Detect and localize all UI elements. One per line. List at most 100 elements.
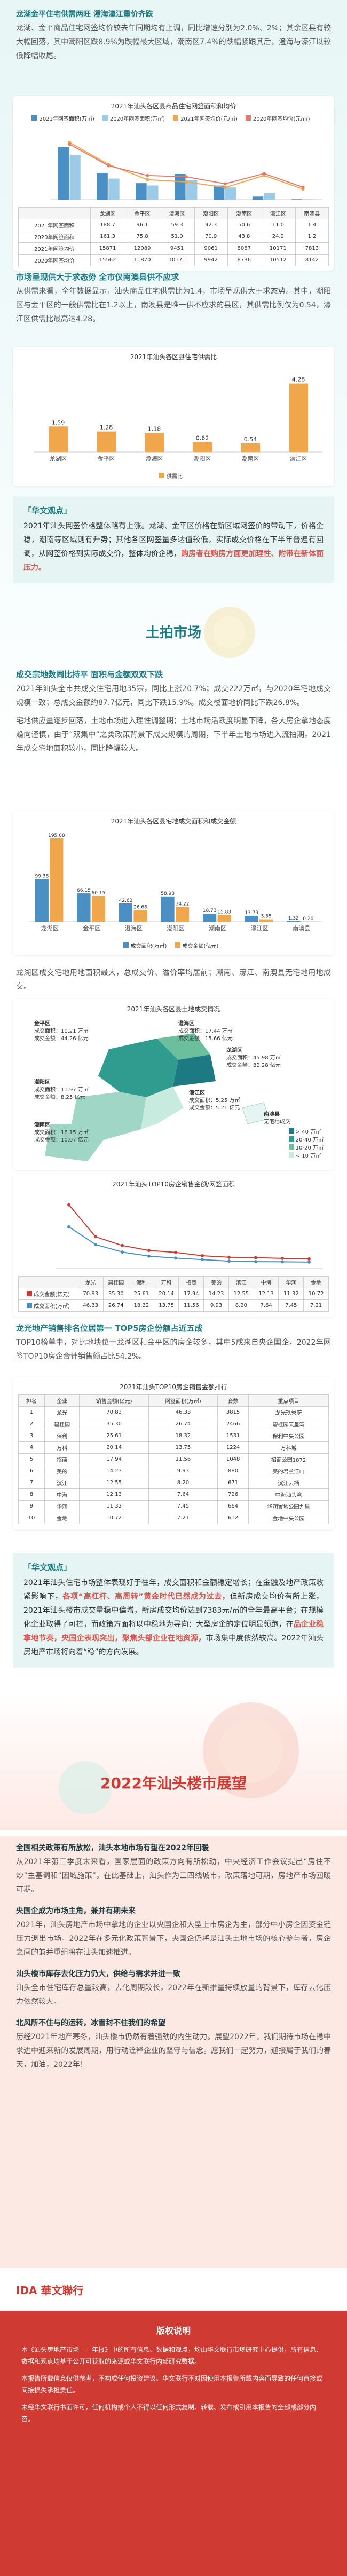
table-cell: 招商公园1872 — [248, 1453, 329, 1465]
category-header: 华润 — [278, 1276, 304, 1288]
table-row: 2 碧桂园 35.30 26.74 2466 碧桂园天玺湾 — [18, 1418, 329, 1430]
table-header-cell: 企业 — [44, 1394, 80, 1407]
table-cell: 51.0 — [159, 231, 195, 243]
map-label-line: 成交面积：10.21 万㎡ — [34, 1028, 89, 1034]
tick-label: 金平区 — [98, 455, 115, 462]
category-header: 金地 — [303, 1276, 329, 1288]
legend-item: 2021年网签均价(元/㎡) — [173, 114, 238, 122]
table-cell: 华润 — [44, 1500, 80, 1512]
map-label-name: 濠江区 — [189, 1090, 205, 1096]
table-cell: 11.32 — [278, 1288, 304, 1300]
table-cell: 11.0 — [260, 219, 296, 231]
table-cell: 612 — [217, 1512, 249, 1524]
table-cell: 92.3 — [194, 219, 228, 231]
data-label: 0.54 — [244, 436, 257, 443]
footer-body1: 本《汕头房地产市场——年报》中的所有信息、数据和观点，均由华文联行市场研究中心提… — [21, 2346, 323, 2365]
map-label-line: 成交金额：15.66 亿元 — [178, 1036, 233, 1042]
table-cell: 161.3 — [90, 231, 125, 243]
expect-b4: 历经2021年地产寒冬，汕头楼市仍然有着强劲的内生动力。展望2022年，我们期待… — [16, 2033, 331, 2069]
table-cell: 10171 — [260, 242, 296, 255]
row-label: 2021年网签均价 — [18, 242, 91, 255]
bar — [97, 431, 116, 452]
bar — [264, 193, 275, 200]
tick-label: 澄海区 — [125, 924, 143, 932]
table-cell: 7.64 — [253, 1299, 279, 1312]
table-cell: 美的 — [44, 1465, 80, 1477]
row-label: 2021年网签面积 — [18, 219, 91, 231]
chart1-title: 2021年汕头各区县商品住宅网签面积和均价 — [111, 102, 236, 110]
top10-chart-section: 2021年汕头TOP10房企销售金额/网签面积 龙光 碧桂园 保利 万科 招商 美的 滨江中… — [0, 1174, 347, 1317]
footer-body3: 未经华文联行书面许可，任何机构或个人不得以任何形式复制、转载、发布或引用本报告的… — [21, 2404, 317, 2423]
table-row: 1 龙光 70.83 46.33 3815 龙光玖誉府 — [18, 1406, 329, 1418]
map-label-line: 成交金额：8.25 亿元 — [34, 1095, 85, 1100]
land-banner: 土拍市场 — [0, 603, 347, 662]
table-cell: 滨江 — [44, 1477, 80, 1489]
row-label: 成交金额(亿元) — [18, 1288, 78, 1300]
land-body2: 宅地供应量逐步回落，土地市场进入理性调整期；土地市场活跃度明显下降，各大房企拿地… — [16, 717, 331, 753]
top10-chart-title: 2021年汕头TOP10房企销售金额/网签面积 — [112, 1180, 235, 1188]
expect-h2: 央国企成为市场主角，兼并有期未来 — [16, 1907, 136, 1915]
bar — [58, 147, 69, 200]
price-point — [223, 182, 227, 186]
data-label: 60.15 — [92, 891, 106, 896]
price-point — [223, 186, 227, 189]
table-cell: 20.14 — [79, 1441, 149, 1454]
table-cell: 671 — [217, 1477, 249, 1489]
bar — [245, 915, 258, 922]
chart3-card: 2021年汕头各区县宅地成交面积和成交金额 99.38 66.15 42.62 58.… — [13, 811, 334, 955]
chart3-legend: 成交面积(万㎡) 成交金额(亿元) — [18, 940, 329, 950]
table-cell: 25.61 — [79, 1430, 149, 1442]
table-cell: 26.74 — [102, 1299, 129, 1312]
tick-label: 濠江区 — [251, 924, 269, 932]
series-point — [254, 1260, 257, 1264]
tick-label: 潮阳区 — [167, 924, 185, 932]
series-point — [147, 1254, 151, 1258]
view1-body: 2021年汕头网签价格整体略有上涨。龙湖、金平区价格在新区域网签价的带动下，价格… — [23, 522, 324, 572]
table-cell: 10 — [18, 1512, 45, 1524]
top10-plot — [56, 1203, 322, 1269]
bar — [77, 893, 91, 922]
category-header: 金平区 — [124, 207, 160, 219]
top10-table-section: 2021年汕头TOP10房企销售金额排行 排名 企业 销售金额(亿元) 网签面积(万㎡… — [0, 1377, 347, 1529]
chart3-section: 2021年汕头各区县宅地成交面积和成交金额 99.38 66.15 42.62 58.… — [0, 811, 347, 955]
table-cell: 8736 — [227, 254, 261, 266]
bar — [147, 185, 159, 200]
table-row: 10 金地 10.72 7.21 612 金地中央公园 — [18, 1512, 329, 1524]
expect-h1: 全国相关政策有所放松，汕头本地市场有望在2022年回暖 — [16, 1844, 209, 1852]
table-cell: 6 — [18, 1465, 45, 1477]
table-cell: 18.32 — [128, 1299, 154, 1312]
table-cell: 7.21 — [303, 1299, 329, 1312]
table-header-cell: 网签面积(万㎡) — [148, 1394, 218, 1407]
series-point — [227, 1255, 231, 1259]
legend-item: 供需比 — [159, 472, 183, 480]
map-label-line: 成交面积：5.25 万㎡ — [189, 1098, 240, 1104]
table-row: 8 中海 12.13 7.64 726 中海汕头湾 — [18, 1488, 329, 1501]
top10-table-title: 2021年汕头TOP10房企销售金额排行 — [120, 1383, 227, 1391]
table-cell: 保利中央公园 — [248, 1430, 329, 1442]
table-row: 2021年网签面积 188.7 96.1 59.3 92.3 50.6 11.0 1.4 — [18, 219, 329, 231]
table-cell: 中海汕头湾 — [248, 1488, 329, 1501]
table-corner — [18, 207, 91, 219]
table-cell: 26.74 — [148, 1418, 218, 1430]
table-cell: 15562 — [90, 254, 125, 266]
row-label: 2020年网签均价 — [18, 254, 91, 266]
table-cell: 14.23 — [79, 1465, 149, 1477]
tick-label: 潮南区 — [242, 455, 259, 462]
data-label: 1.18 — [148, 426, 161, 433]
data-label: 5.55 — [261, 914, 272, 920]
table-cell: 滨江云栖 — [248, 1477, 329, 1489]
series-line — [68, 1204, 310, 1259]
footer-title: 版权说明 — [156, 2326, 191, 2336]
table-cell: 12.55 — [79, 1477, 149, 1489]
map-label-line: 成交面积：17.44 万㎡ — [178, 1028, 233, 1034]
table-corner — [18, 1276, 78, 1288]
data-label: 0.62 — [196, 434, 209, 441]
table-cell: 11.56 — [178, 1299, 204, 1312]
intro-section: 龙湖金平住宅供需两旺 澄海濠江量价齐跌 龙湖、金平商品住宅网签均价较去年同期均有… — [0, 7, 347, 63]
table-header-cell: 销售金额(亿元) — [79, 1394, 149, 1407]
bar — [161, 896, 175, 922]
legend-item: 2020年网签面积(万㎡) — [102, 114, 165, 122]
bar — [217, 915, 231, 922]
table-cell: 碧桂园天玺湾 — [248, 1418, 329, 1430]
supply-body: 从供需来看，全年数据显示，汕头商品住宅供需比为1.4，市场呈现供大于求态势。其中… — [16, 287, 331, 323]
